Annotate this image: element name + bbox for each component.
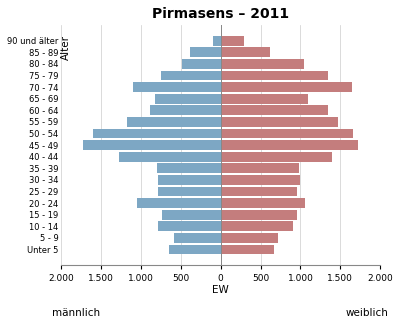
- Text: Alter: Alter: [61, 35, 71, 60]
- Bar: [190, 48, 221, 57]
- Bar: [84, 140, 221, 150]
- Bar: [162, 210, 221, 220]
- Bar: [158, 221, 221, 231]
- Bar: [221, 82, 352, 92]
- Bar: [161, 71, 221, 81]
- Bar: [221, 36, 244, 46]
- Bar: [221, 152, 332, 162]
- Bar: [158, 187, 221, 196]
- Bar: [118, 152, 221, 162]
- Bar: [221, 117, 338, 127]
- Bar: [221, 48, 270, 57]
- Bar: [174, 233, 221, 243]
- Text: weiblich: weiblich: [345, 308, 388, 318]
- Bar: [221, 233, 278, 243]
- Bar: [221, 175, 300, 185]
- Bar: [221, 59, 304, 69]
- Bar: [221, 129, 353, 138]
- Bar: [221, 105, 328, 115]
- Bar: [158, 175, 221, 185]
- Bar: [221, 140, 358, 150]
- Bar: [93, 129, 221, 138]
- Bar: [157, 163, 221, 173]
- Bar: [221, 245, 274, 255]
- Bar: [221, 94, 308, 104]
- X-axis label: EW: EW: [212, 285, 229, 295]
- Bar: [155, 94, 221, 104]
- Bar: [221, 71, 328, 81]
- Bar: [221, 198, 305, 208]
- Bar: [150, 105, 221, 115]
- Bar: [169, 245, 221, 255]
- Bar: [221, 221, 293, 231]
- Bar: [133, 82, 221, 92]
- Bar: [137, 198, 221, 208]
- Bar: [221, 187, 297, 196]
- Bar: [182, 59, 221, 69]
- Bar: [221, 210, 297, 220]
- Title: Pirmasens – 2011: Pirmasens – 2011: [152, 7, 289, 21]
- Bar: [126, 117, 221, 127]
- Bar: [213, 36, 221, 46]
- Bar: [221, 163, 299, 173]
- Text: männlich: männlich: [52, 308, 100, 318]
